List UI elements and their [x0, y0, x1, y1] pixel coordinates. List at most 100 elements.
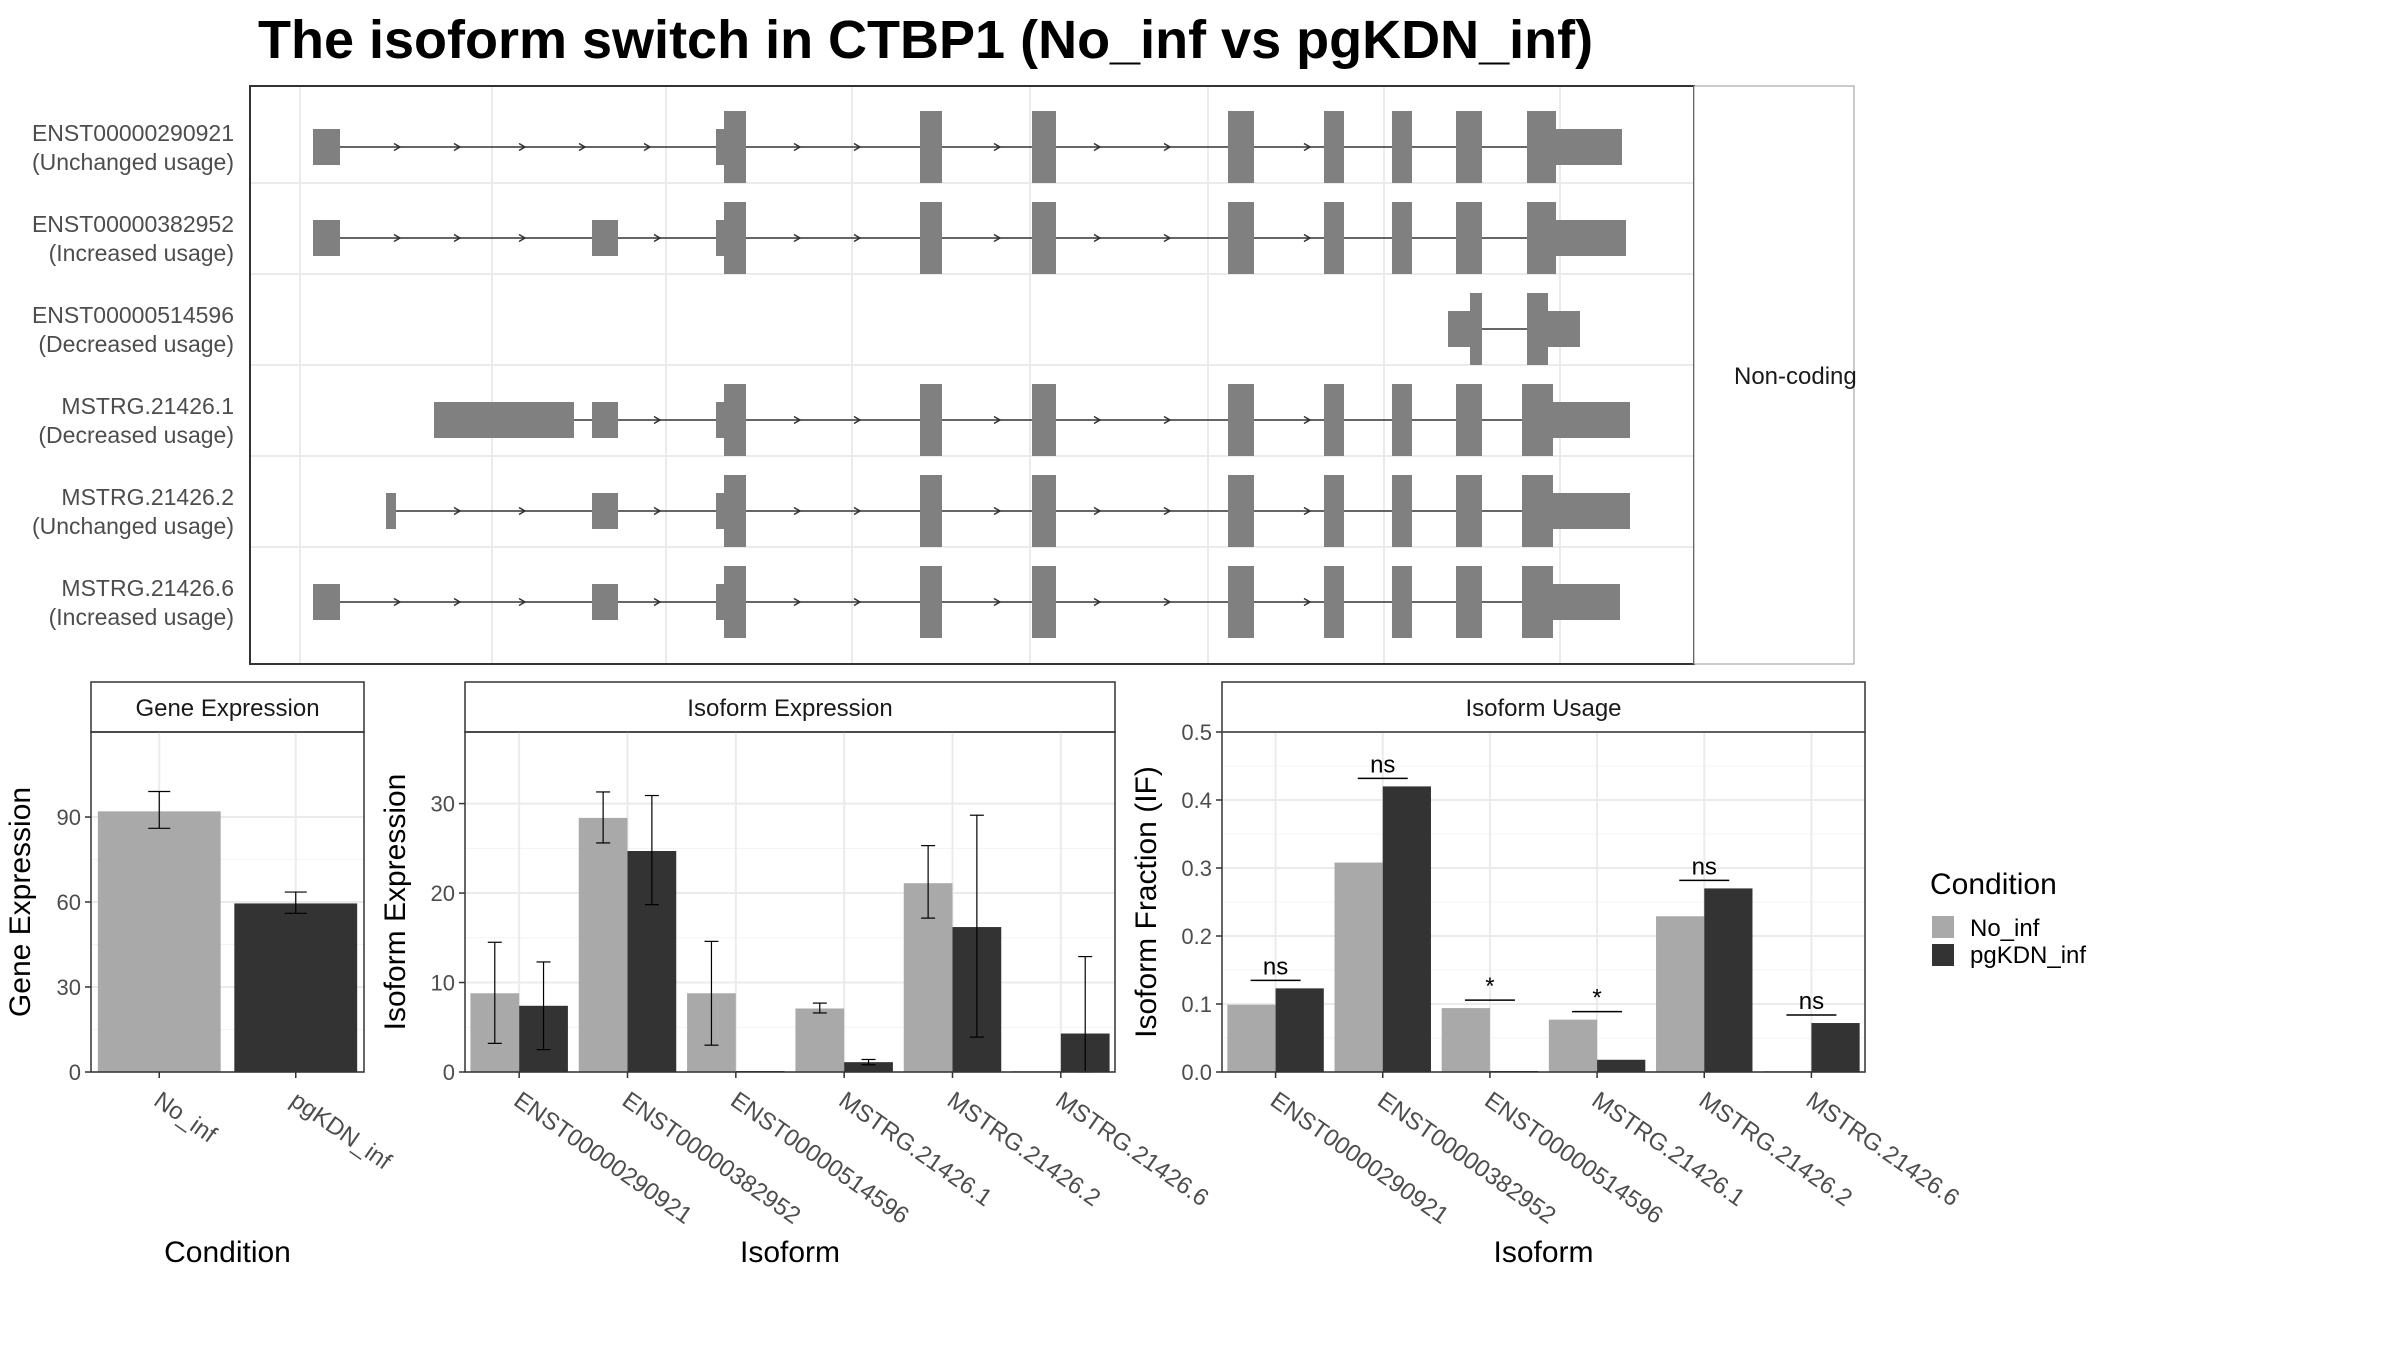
transcript-labels: ENST00000290921 (Unchanged usage) ENST0000… [32, 120, 234, 630]
transcript-usage-label: (Increased usage) [49, 240, 234, 266]
coding-exon [724, 384, 746, 456]
significance-label: ns [1692, 853, 1717, 880]
panel-strip-title: Gene Expression [135, 695, 319, 722]
coding-exon [1470, 293, 1482, 365]
coding-exon [1228, 202, 1254, 274]
isoform-usage-panel: Isoform Usage ns ns * * ns ns 0.0 0.1 0.2 0.3 0.4 0.… [1130, 681, 1964, 1269]
x-tick-label: ENST00000514596 [1480, 1087, 1668, 1230]
coding-exon [1456, 202, 1482, 274]
transcript-id-label: MSTRG.21426.2 [61, 484, 234, 510]
intron-arrow [1163, 415, 1172, 425]
panel-border [464, 731, 1116, 1073]
coding-exon [1228, 111, 1254, 183]
bar [1441, 1008, 1490, 1072]
x-axis-title: Isoform [1493, 1236, 1593, 1269]
coding-exon [1522, 475, 1553, 547]
utr-exon [592, 584, 618, 620]
intron-arrow [853, 506, 862, 516]
coding-exon [1032, 475, 1056, 547]
intron-arrow [1303, 142, 1312, 152]
utr-exon [1553, 493, 1630, 529]
x-tick-label: ENST00000290921 [1265, 1087, 1453, 1230]
strip-label-non-coding: Non-coding [1734, 363, 1857, 390]
intron-arrow [1303, 233, 1312, 243]
coding-exon [1456, 111, 1482, 183]
intron-arrow [653, 415, 662, 425]
bar [1811, 1023, 1860, 1072]
transcript-usage-label: (Unchanged usage) [32, 149, 234, 175]
utr-exon [716, 129, 724, 165]
panel-strip-title: Isoform Expression [687, 695, 892, 722]
x-tick-label: ENST00000382952 [1372, 1087, 1560, 1230]
intron-arrow [993, 233, 1002, 243]
structure-gridlines [250, 86, 1694, 664]
coding-exon [920, 111, 942, 183]
intron-arrow [1093, 506, 1102, 516]
coding-exon [1324, 111, 1344, 183]
intron-arrow [1093, 415, 1102, 425]
intron-arrow [1163, 597, 1172, 607]
bar [844, 1062, 893, 1072]
y-tick-label: 0.2 [1181, 924, 1212, 949]
transcript-id-label: MSTRG.21426.1 [61, 393, 234, 419]
y-axis-title: Isoform Expression [379, 774, 412, 1031]
intron-arrow [993, 597, 1002, 607]
bar [1227, 1004, 1276, 1072]
y-axis-title: Gene Expression [4, 787, 37, 1017]
transcript-track-4 [434, 384, 1630, 456]
coding-exon [1527, 111, 1556, 183]
coding-exon [1392, 475, 1412, 547]
intron-arrow [1303, 597, 1312, 607]
intron-arrow [1093, 597, 1102, 607]
intron-arrow [793, 142, 802, 152]
bar [578, 817, 628, 1072]
transcript-id-label: MSTRG.21426.6 [61, 575, 234, 601]
condition-legend: Condition No_inf pgKDN_inf [1930, 868, 2086, 969]
coding-exon [1392, 202, 1412, 274]
x-axis-title: Isoform [740, 1236, 840, 1269]
intron-arrow [453, 506, 462, 516]
y-tick-label: 0.1 [1181, 992, 1212, 1017]
intron-arrow [1163, 233, 1172, 243]
coding-exon [1032, 384, 1056, 456]
gene-expression-panel: Gene Expression 0 30 60 90 No_inf pgKDN_inf Con… [4, 681, 396, 1269]
transcript-usage-label: (Increased usage) [49, 604, 234, 630]
utr-exon [1556, 220, 1626, 256]
y-tick-label: 0 [443, 1060, 455, 1085]
intron-arrow [518, 233, 527, 243]
transcript-id-label: ENST00000382952 [32, 211, 234, 237]
utr-exon [313, 584, 340, 620]
coding-exon [1228, 566, 1254, 638]
intron-arrow [578, 142, 587, 152]
coding-exon [1456, 566, 1482, 638]
coding-exon [1392, 384, 1412, 456]
transcript-track-3 [1448, 293, 1580, 365]
intron-arrow [853, 233, 862, 243]
coding-exon [1522, 384, 1553, 456]
coding-exon [1032, 111, 1056, 183]
utr-exon [1553, 584, 1620, 620]
coding-exon [920, 475, 942, 547]
transcript-track-2 [313, 202, 1626, 274]
utr-exon [1548, 311, 1580, 347]
y-tick-label: 0.3 [1181, 856, 1212, 881]
utr-exon [313, 129, 340, 165]
coding-exon [920, 384, 942, 456]
y-tick-label: 0 [69, 1060, 81, 1085]
y-tick-label: 20 [431, 881, 455, 906]
y-tick-label: 0.0 [1181, 1060, 1212, 1085]
coding-exon [724, 111, 746, 183]
coding-exon [1456, 475, 1482, 547]
structure-strip-box [1693, 85, 1855, 665]
coding-exon [1392, 111, 1412, 183]
y-tick-label: 0.5 [1181, 720, 1212, 745]
utr-exon [313, 220, 340, 256]
coding-exon [1324, 202, 1344, 274]
bar [1548, 1019, 1598, 1072]
y-tick-label: 60 [57, 890, 81, 915]
y-tick-label: 30 [57, 975, 81, 1000]
legend-label-no-inf: No_inf [1970, 915, 2040, 942]
utr-exon [386, 493, 396, 529]
coding-exon [1527, 202, 1556, 274]
